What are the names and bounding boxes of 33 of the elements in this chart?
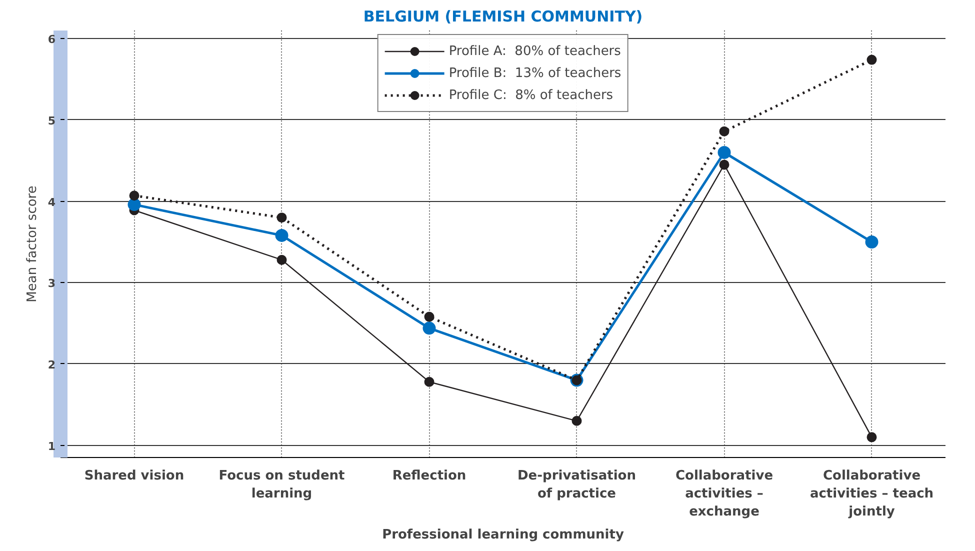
x-axis-title: Professional learning community [382, 528, 624, 542]
point [424, 376, 434, 387]
point [866, 54, 877, 65]
point [275, 228, 288, 242]
point [129, 190, 140, 201]
legend-label: Profile A: 80% of teachers [448, 44, 621, 58]
point [719, 126, 730, 136]
point [422, 322, 436, 335]
y-tick-label: 5 [48, 114, 56, 128]
x-tick-label: Shared vision [84, 468, 184, 484]
point [572, 416, 582, 426]
y-tick-label: 1 [48, 440, 56, 453]
point [424, 312, 434, 322]
chart-title: BELGIUM (FLEMISH COMMUNITY) [363, 8, 643, 26]
legend-label: Profile C: 8% of teachers [448, 88, 614, 102]
legend-label: Profile B: 13% of teachers [448, 66, 622, 80]
x-tick-label: De-privatisation of practice [518, 468, 636, 502]
x-tick-label: Collaborative activities – teach jointly [810, 468, 934, 520]
y-tick-label: 4 [48, 196, 56, 209]
x-tick-label: Collaborative activities – exchange [675, 468, 774, 520]
point [128, 198, 141, 212]
point [276, 212, 287, 223]
x-tick-label: Focus on student learning [218, 468, 345, 502]
y-tick-label: 2 [48, 358, 56, 372]
point [866, 432, 877, 442]
y-axis-title: Mean factor score [24, 186, 40, 302]
point [865, 235, 878, 248]
point [718, 146, 731, 159]
y-tick-label: 3 [48, 277, 56, 290]
point [719, 160, 730, 170]
point [276, 254, 287, 265]
y-tick-label: 6 [48, 33, 56, 46]
x-tick-label: Reflection [392, 468, 466, 484]
